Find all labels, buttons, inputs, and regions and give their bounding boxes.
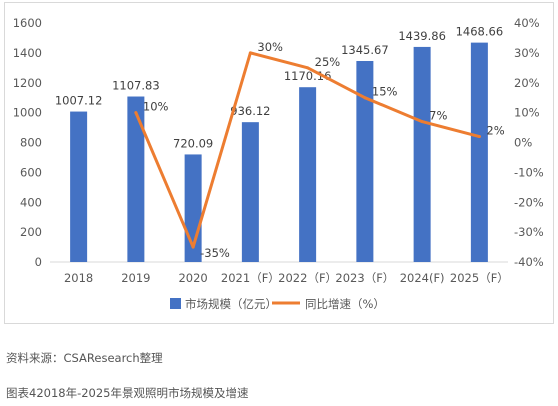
legend-bar-swatch <box>170 298 181 309</box>
y-left-tick-label: 400 <box>20 195 42 209</box>
x-tick-label: 2022（F） <box>278 271 337 285</box>
bar-data-labels: 1007.121107.83720.09936.121170.161345.67… <box>55 25 503 151</box>
left-axis: 0 200 400 600 800 1000 1200 1400 1600 <box>13 16 42 269</box>
y-right-tick-label: 0% <box>514 136 532 150</box>
y-right-tick-label: 20% <box>514 76 540 90</box>
line-point <box>477 135 481 139</box>
x-tick-label: 2019 <box>121 271 150 285</box>
line-value-label: 7% <box>429 109 447 123</box>
y-left-tick-label: 600 <box>20 165 42 179</box>
bar-value-label: 1439.86 <box>398 29 446 43</box>
bar <box>127 96 145 263</box>
line-value-label: 2% <box>486 124 504 138</box>
bar <box>70 111 88 262</box>
y-left-tick-label: 0 <box>35 255 42 269</box>
source-note: 资料来源：CSAResearch整理 <box>6 351 163 365</box>
bar-value-label: 1345.67 <box>341 43 389 57</box>
figure-title: 图表42018年-2025年景观照明市场规模及增速 <box>6 386 249 400</box>
line-point <box>191 245 195 249</box>
line-value-label: -35% <box>200 246 230 260</box>
x-tick-label: 2018 <box>64 271 93 285</box>
x-tick-label: 2024(F) <box>400 271 445 285</box>
bar-value-label: 1107.83 <box>112 79 160 93</box>
bar-value-label: 1468.66 <box>456 25 504 39</box>
line-data-labels: 10% -35% 30% 25% 15% 7% 2% <box>143 40 505 260</box>
line-value-label: 25% <box>315 55 341 69</box>
bar <box>413 46 431 262</box>
y-left-tick-label: 200 <box>20 225 42 239</box>
bar-value-label: 936.12 <box>230 104 270 118</box>
chart-frame <box>4 2 554 324</box>
bar <box>356 60 374 263</box>
line-point <box>134 111 138 115</box>
line-point <box>420 120 424 124</box>
y-right-tick-label: -40% <box>514 255 544 269</box>
bar <box>470 42 488 262</box>
line-value-label: 30% <box>257 40 283 54</box>
y-right-tick-label: -20% <box>514 195 544 209</box>
y-left-tick-label: 1600 <box>13 16 42 30</box>
y-left-tick-label: 1000 <box>13 106 42 120</box>
y-right-tick-label: -30% <box>514 225 544 239</box>
x-tick-label: 2020 <box>178 271 207 285</box>
right-axis: -40% -30% -20% -10% 0% 10% 20% 30% 40% <box>514 16 544 269</box>
line-point <box>363 96 367 100</box>
bar-value-label: 720.09 <box>173 136 213 150</box>
line-value-label: 15% <box>372 85 398 99</box>
bar <box>299 87 317 262</box>
line-point <box>306 66 310 70</box>
y-right-tick-label: 10% <box>514 106 540 120</box>
line-point <box>248 51 252 55</box>
legend-bar-label: 市场规模（亿元） <box>185 297 277 311</box>
y-left-tick-label: 1400 <box>13 46 42 60</box>
x-tick-label: 2025（F） <box>450 271 509 285</box>
bar <box>241 122 259 262</box>
combo-chart: 0 200 400 600 800 1000 1200 1400 1600 -40% -30% -2… <box>13 16 544 311</box>
y-right-tick-label: -10% <box>514 165 544 179</box>
legend-line-label: 同比增速（%） <box>305 297 385 311</box>
line-value-label: 10% <box>143 100 169 114</box>
line-series <box>134 51 481 249</box>
y-left-tick-label: 1200 <box>13 76 42 90</box>
bar-value-label: 1007.12 <box>55 94 103 108</box>
x-tick-label: 2023（F） <box>335 271 394 285</box>
x-axis: 2018 2019 2020 2021（F）2022（F）2023（F） 2024(F)… <box>50 261 509 285</box>
y-right-tick-label: 30% <box>514 46 540 60</box>
legend: 市场规模（亿元） 同比增速（%） <box>170 297 385 311</box>
y-left-tick-label: 800 <box>20 136 42 150</box>
x-tick-label: 2021（F） <box>221 271 280 285</box>
y-right-tick-label: 40% <box>514 16 540 30</box>
bar-series <box>70 42 488 263</box>
